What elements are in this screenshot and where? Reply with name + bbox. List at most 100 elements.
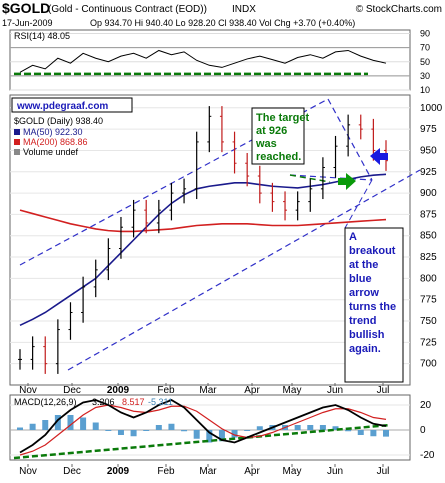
macd-legend-hist: -5.311 bbox=[148, 397, 173, 407]
rsi-tick-label: 10 bbox=[420, 85, 430, 95]
ma50-swatch bbox=[14, 129, 20, 135]
note-line: breakout bbox=[349, 245, 396, 257]
note-line: turns the bbox=[349, 301, 396, 313]
macd-hist-bar bbox=[218, 430, 225, 442]
x-tick-label: Apr bbox=[244, 466, 260, 477]
rsi-tick-label: 70 bbox=[420, 43, 430, 53]
note-line: bullish bbox=[349, 329, 385, 341]
ohlc-readout: Op 934.70 Hi 940.40 Lo 928.20 Cl 938.40 … bbox=[90, 18, 355, 28]
note-line: at 926 bbox=[256, 125, 287, 137]
macd-hist-bar bbox=[168, 423, 175, 430]
rsi-tick-label: 90 bbox=[420, 29, 430, 39]
x-tick-label: Jun bbox=[327, 385, 343, 396]
ma200-line bbox=[19, 209, 387, 233]
macd-hist-bar bbox=[117, 430, 124, 435]
macd-legend-label: MACD(12,26,9) bbox=[14, 397, 77, 407]
symbol-description: (Gold - Continuous Contract (EOD)) bbox=[48, 4, 207, 15]
macd-hist-bar bbox=[332, 426, 339, 430]
x-tick-label: Nov bbox=[19, 385, 37, 396]
macd-tick-label: 20 bbox=[420, 400, 432, 411]
x-tick-label: Jul bbox=[377, 385, 390, 396]
price-legend-title: $GOLD (Daily) 938.40 bbox=[14, 116, 103, 126]
price-tick-label: 750 bbox=[420, 316, 437, 327]
rsi-frame bbox=[9, 29, 411, 91]
price-tick-label: 975 bbox=[420, 124, 437, 135]
macd-tick-label: 0 bbox=[420, 425, 426, 436]
x-tick-label: Dec bbox=[63, 385, 81, 396]
note-line: A bbox=[349, 231, 357, 243]
note-line: reached. bbox=[256, 151, 301, 163]
volume-legend: Volume undef bbox=[23, 147, 79, 157]
macd-hist-bar bbox=[29, 423, 36, 430]
x-tick-label: Jul bbox=[377, 466, 390, 477]
symbol-title: $GOLD bbox=[2, 0, 50, 16]
website-box bbox=[11, 97, 133, 113]
macd-hist-bar bbox=[17, 427, 23, 430]
breakout-note-box bbox=[344, 227, 404, 383]
macd-hist-bar bbox=[143, 430, 150, 431]
price-tick-label: 950 bbox=[420, 145, 437, 156]
exchange-label: INDX bbox=[232, 4, 256, 15]
x-tick-label: Apr bbox=[244, 385, 260, 396]
macd-hist-bar bbox=[244, 430, 251, 431]
price-tick-label: 1000 bbox=[420, 103, 443, 114]
rsi-tick-label: 50 bbox=[420, 57, 430, 67]
macd-hist-bar bbox=[105, 430, 112, 431]
macd-hist-bar bbox=[181, 430, 188, 432]
macd-hist-bar bbox=[319, 425, 326, 430]
rsi-tick-label: 30 bbox=[420, 71, 430, 81]
price-tick-label: 875 bbox=[420, 209, 437, 220]
macd-hist-bar bbox=[155, 425, 162, 430]
x-tick-label: Dec bbox=[63, 466, 81, 477]
macd-signal-line bbox=[19, 404, 387, 456]
macd-legend-signal: 8.517 bbox=[122, 397, 145, 407]
macd-hist-bar bbox=[54, 415, 61, 430]
macd-hist-bar bbox=[92, 422, 99, 430]
x-tick-label: Jun bbox=[327, 466, 343, 477]
x-tick-label: Feb bbox=[157, 385, 175, 396]
macd-hist-bar bbox=[80, 417, 87, 430]
pennant-upper-line bbox=[327, 98, 373, 181]
price-tick-label: 900 bbox=[420, 188, 437, 199]
ma200-swatch bbox=[14, 139, 20, 145]
macd-line bbox=[19, 399, 387, 454]
x-tick-label: May bbox=[283, 466, 302, 477]
macd-panel: 20 0 -20 MACD(12,26,9) 3.206 8.517 -5.311 bbox=[9, 394, 435, 461]
website-label: www.pdegraaf.com bbox=[16, 101, 108, 112]
note-line: again. bbox=[349, 343, 381, 355]
price-tick-label: 700 bbox=[420, 359, 437, 370]
pointer-line bbox=[344, 179, 373, 229]
x-tick-label: 2009 bbox=[107, 466, 130, 477]
macd-hist-bar bbox=[67, 415, 74, 430]
rsi-legend: RSI(14) 48.05 bbox=[14, 31, 70, 41]
pennant-lower-line bbox=[289, 174, 373, 181]
macd-frame bbox=[9, 394, 411, 461]
price-tick-label: 850 bbox=[420, 231, 437, 242]
target-note-box bbox=[251, 107, 305, 165]
macd-hist-bar bbox=[256, 426, 263, 430]
macd-hist-bar bbox=[206, 430, 213, 443]
x-tick-label: 2009 bbox=[107, 385, 130, 396]
price-tick-label: 825 bbox=[420, 252, 437, 263]
macd-hist-bar bbox=[42, 420, 49, 430]
x-tick-label: Mar bbox=[199, 385, 217, 396]
note-line: arrow bbox=[349, 287, 379, 299]
brand-label: © StockCharts.com bbox=[356, 4, 442, 15]
channel-lower-line bbox=[67, 169, 421, 371]
target-note: The target at 926 was reached. bbox=[255, 112, 310, 163]
note-line: was bbox=[255, 138, 277, 150]
ma50-line bbox=[19, 173, 387, 327]
price-tick-label: 775 bbox=[420, 295, 437, 306]
macd-hist-bar bbox=[357, 430, 364, 435]
macd-hist-bar bbox=[294, 425, 301, 430]
ma50-legend: MA(50) 922.30 bbox=[23, 127, 83, 137]
price-tick-label: 725 bbox=[420, 337, 437, 348]
macd-tick-label: -20 bbox=[420, 450, 435, 461]
macd-hist-bar bbox=[370, 430, 377, 437]
blue-arrow-icon bbox=[370, 148, 388, 165]
x-tick-label: Mar bbox=[199, 466, 217, 477]
note-line: at the bbox=[349, 259, 378, 271]
macd-hist-bar bbox=[130, 430, 137, 437]
note-line: blue bbox=[349, 273, 372, 285]
